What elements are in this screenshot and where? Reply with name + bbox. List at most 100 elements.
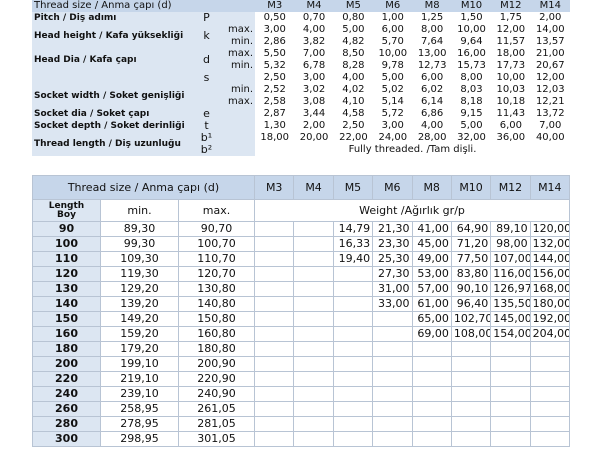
value: 2,50	[263, 72, 286, 83]
min: 149,20	[100, 311, 179, 327]
value: 4,58	[342, 108, 365, 119]
size-header: M8	[412, 0, 452, 12]
dimension-row: max. 2,58 3,08 4,10 5,14 6,14 8,18 10,18 12,21	[32, 96, 570, 108]
value: 22,00	[339, 132, 368, 143]
max-header: max.	[178, 199, 255, 222]
size-header: M10	[450, 175, 492, 200]
weight-table: Thread size / Anma çapı (d) M3 M4 M5 M6 M8 M10…	[32, 175, 571, 447]
value: 10,03	[496, 84, 526, 95]
weight	[253, 386, 295, 402]
weight	[293, 251, 334, 267]
dimension-row: Socket dia / Soket çapı e 2,87 3,44 4,58 5,72…	[32, 108, 570, 120]
row-label: Socket width / Soket genişliği	[32, 84, 195, 108]
value: 13,57	[535, 36, 565, 47]
dimension-row: min. 2,86 3,82 4,82 5,70 7,64 9,64 11,57 13,57	[32, 36, 570, 48]
weight	[293, 281, 334, 297]
length-row: 110 109,30 110,70 19,40 25,30 49,00 77,50 107,0…	[32, 251, 571, 267]
weight: 83,80	[450, 266, 492, 282]
limit	[218, 132, 256, 144]
weight	[253, 251, 295, 267]
weight	[293, 311, 334, 327]
value: 11,43	[496, 108, 526, 119]
weight	[253, 416, 295, 432]
subheader-row: Length Boy min. max. Weight /Ağırlık gr/p	[32, 199, 570, 222]
weight	[529, 356, 571, 372]
value: 3,00	[302, 72, 326, 83]
value: 13,72	[535, 108, 565, 119]
value: 1,75	[499, 12, 522, 23]
max: 100,70	[178, 236, 255, 252]
weight	[293, 296, 334, 312]
weight: 65,00	[411, 311, 452, 327]
weight	[529, 401, 571, 417]
value: 10,00	[496, 72, 526, 83]
weight	[372, 386, 413, 402]
value: 20,67	[535, 60, 565, 71]
length-row: 260 258,95 261,05	[32, 401, 571, 417]
weight: 102,70	[450, 311, 492, 327]
symbol: b²	[195, 144, 218, 156]
weight: 41,00	[411, 221, 452, 237]
weight	[372, 431, 413, 447]
min: 99,30	[100, 236, 179, 252]
value: 2,50	[342, 120, 365, 131]
header-row: Thread size / Anma çapı (d) M3 M4 M5 M6 M8 M10…	[32, 175, 571, 200]
min: 258,95	[100, 401, 179, 417]
value: 6,02	[421, 84, 444, 95]
symbol	[195, 84, 218, 96]
max: 110,70	[178, 251, 255, 267]
value: 5,32	[263, 60, 286, 71]
value: 10,18	[496, 96, 526, 107]
value: 2,00	[302, 120, 326, 131]
value: 6,86	[421, 108, 444, 119]
weight	[293, 371, 334, 387]
length-row: 200 199,10 200,90	[32, 356, 571, 372]
limit: min.	[218, 84, 256, 96]
weight	[372, 341, 413, 357]
max: 90,70	[178, 221, 255, 237]
weight	[529, 341, 571, 357]
value: 9,78	[381, 60, 404, 71]
weight	[293, 356, 334, 372]
value: 6,78	[302, 60, 326, 71]
value: 8,50	[342, 48, 365, 59]
symbol: e	[195, 108, 218, 120]
row-label	[32, 72, 195, 84]
size-header: M5	[333, 0, 374, 12]
dimension-row: b² Fully threaded. /Tam dişli.	[32, 144, 570, 156]
weight	[411, 431, 452, 447]
dimension-table: Thread size / Anma çapı (d) M3 M4 M5 M6 M8 M10…	[32, 0, 570, 156]
value: 8,00	[460, 72, 483, 83]
value: 7,00	[302, 48, 326, 59]
weight: 21,30	[372, 221, 413, 237]
value: 2,86	[263, 36, 286, 47]
value: 3,82	[302, 36, 326, 47]
limit	[218, 120, 256, 132]
header-title: Thread size / Anma çapı (d)	[32, 0, 256, 12]
weight	[253, 311, 295, 327]
weight: 132,00	[529, 236, 571, 252]
weight: 53,00	[411, 266, 452, 282]
length: 280	[32, 416, 101, 432]
weight	[293, 221, 334, 237]
value: 18,00	[260, 132, 290, 143]
dimension-row: Socket depth / Soket derinliği t 1,30 2,00 2…	[32, 120, 570, 132]
weight	[490, 431, 531, 447]
weight: 19,40	[332, 251, 374, 267]
value: 11,57	[496, 36, 526, 47]
weight	[332, 386, 374, 402]
weight: 49,00	[411, 251, 452, 267]
max: 130,80	[178, 281, 255, 297]
weight: 192,00	[529, 311, 571, 327]
value: 5,00	[381, 72, 404, 83]
weight	[293, 341, 334, 357]
limit	[218, 12, 256, 24]
weight	[253, 236, 295, 252]
weight	[293, 401, 334, 417]
weight: 16,33	[332, 236, 374, 252]
length-row: 100 99,30 100,70 16,33 23,30 45,00 71,20 98,00 1…	[32, 236, 571, 252]
weight	[293, 431, 334, 447]
weight: 23,30	[372, 236, 413, 252]
weight: 33,00	[372, 296, 413, 312]
weight	[253, 266, 295, 282]
